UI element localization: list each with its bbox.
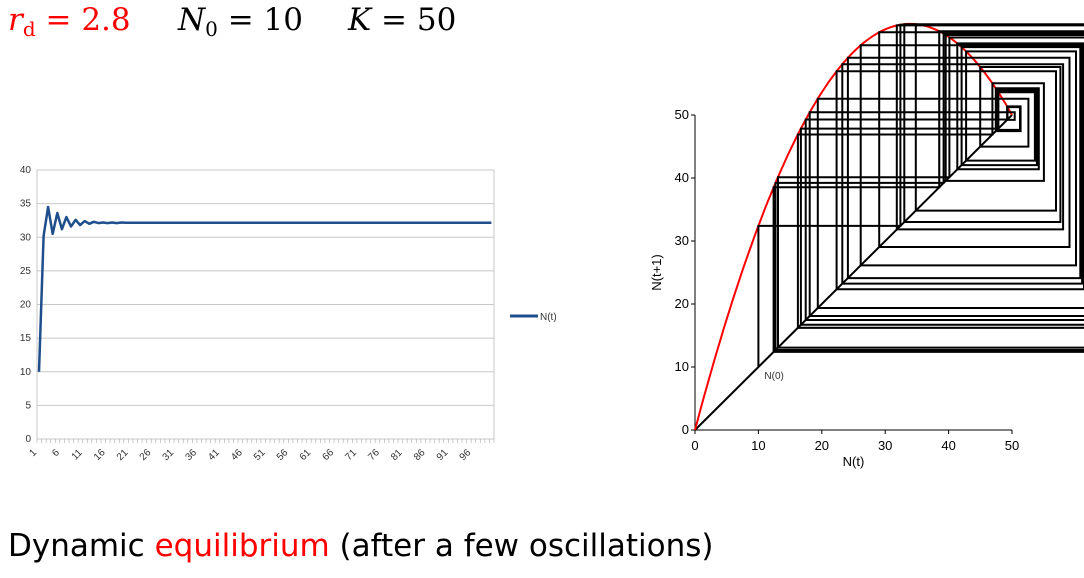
- y-axis-label: N(t+1): [649, 254, 664, 290]
- ytick-label: 20: [675, 296, 689, 311]
- caption: Dynamic equilibrium (after a few oscilla…: [8, 528, 714, 564]
- param-k: K = 50: [348, 2, 457, 38]
- xtick-label: 20: [815, 438, 829, 453]
- param-n0: N0 = 10: [178, 2, 303, 41]
- series-line-nt: [37, 205, 492, 372]
- xtick-label: 30: [878, 438, 892, 453]
- ytick-label: 30: [675, 233, 689, 248]
- x-axis-label: N(t): [843, 454, 865, 469]
- xtick-label: 10: [751, 438, 765, 453]
- ytick-label: 40: [675, 170, 689, 185]
- annotation-n0: N(0): [764, 371, 783, 382]
- ytick-label: 0: [25, 434, 31, 445]
- ytick-label: 0: [682, 422, 689, 437]
- ytick-label: 5: [25, 400, 31, 411]
- ytick-label: 10: [20, 367, 32, 378]
- caption-highlight: equilibrium: [154, 528, 330, 564]
- ytick-label: 10: [675, 359, 689, 374]
- ytick-label: 40: [20, 165, 32, 176]
- param-rd: rd = 2.8: [8, 2, 131, 41]
- xtick-label: 50: [1005, 438, 1019, 453]
- ytick-label: 25: [20, 266, 32, 277]
- ytick-label: 30: [20, 232, 32, 243]
- ytick-label: 50: [675, 107, 689, 122]
- ytick-label: 20: [20, 300, 32, 311]
- cobweb-chart: 0 10 20 30 40 50 0 10 20 30 40 50 N(t) N(t+1) N(0): [649, 22, 1084, 469]
- recruitment-curve: [694, 22, 1013, 431]
- caption-after: (after a few oscillations): [329, 528, 714, 564]
- xtick-label: 0: [691, 438, 698, 453]
- cobweb-path: [757, 23, 1084, 367]
- xtick-label: 40: [941, 438, 955, 453]
- ytick-label: 35: [20, 199, 32, 210]
- ytick-label: 15: [20, 333, 32, 344]
- caption-before: Dynamic: [8, 528, 155, 564]
- identity-line: [694, 114, 1013, 431]
- legend-label: N(t): [540, 312, 557, 323]
